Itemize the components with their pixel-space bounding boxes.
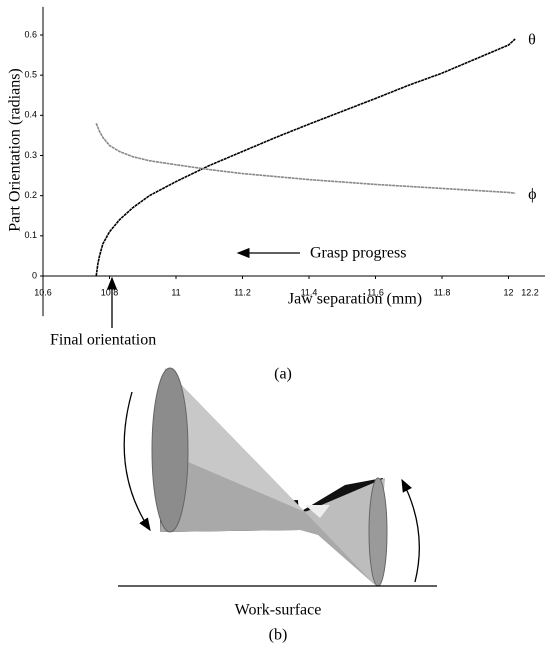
annotation: Final orientation <box>50 332 156 349</box>
x-tick-label: 11.2 <box>234 287 251 297</box>
series-line <box>96 39 515 276</box>
x-tick-label: 10.8 <box>101 287 119 297</box>
series-line <box>96 123 515 193</box>
x-tick-label: 12.2 <box>521 287 539 297</box>
part-drawing <box>118 368 437 586</box>
y-tick-label: 0.1 <box>24 230 37 240</box>
x-tick-label: 12 <box>503 287 513 297</box>
series-label: θ <box>528 32 536 49</box>
series-label: ϕ <box>528 186 536 203</box>
x-tick-label: 11 <box>171 287 180 297</box>
x-tick-label: 11.8 <box>434 287 451 297</box>
x-tick-label: 10.6 <box>34 287 52 297</box>
y-tick-label: 0.3 <box>24 150 37 160</box>
y-tick-label: 0 <box>32 270 37 280</box>
x-axis-label: Jaw separation (mm) <box>288 291 422 308</box>
caption-b: (b) <box>269 627 288 644</box>
surface-label: Work-surface <box>235 602 322 619</box>
y-tick-label: 0.2 <box>24 190 37 200</box>
y-tick-label: 0.5 <box>24 70 37 80</box>
y-tick-label: 0.6 <box>24 29 37 39</box>
y-tick-label: 0.4 <box>24 110 37 120</box>
annotation: Grasp progress <box>310 245 406 262</box>
figure: 00.10.20.30.40.50.610.610.81111.211.411.… <box>0 0 545 654</box>
y-axis-label: Part Orientation (radians) <box>7 68 24 232</box>
caption-a: (a) <box>274 366 292 383</box>
